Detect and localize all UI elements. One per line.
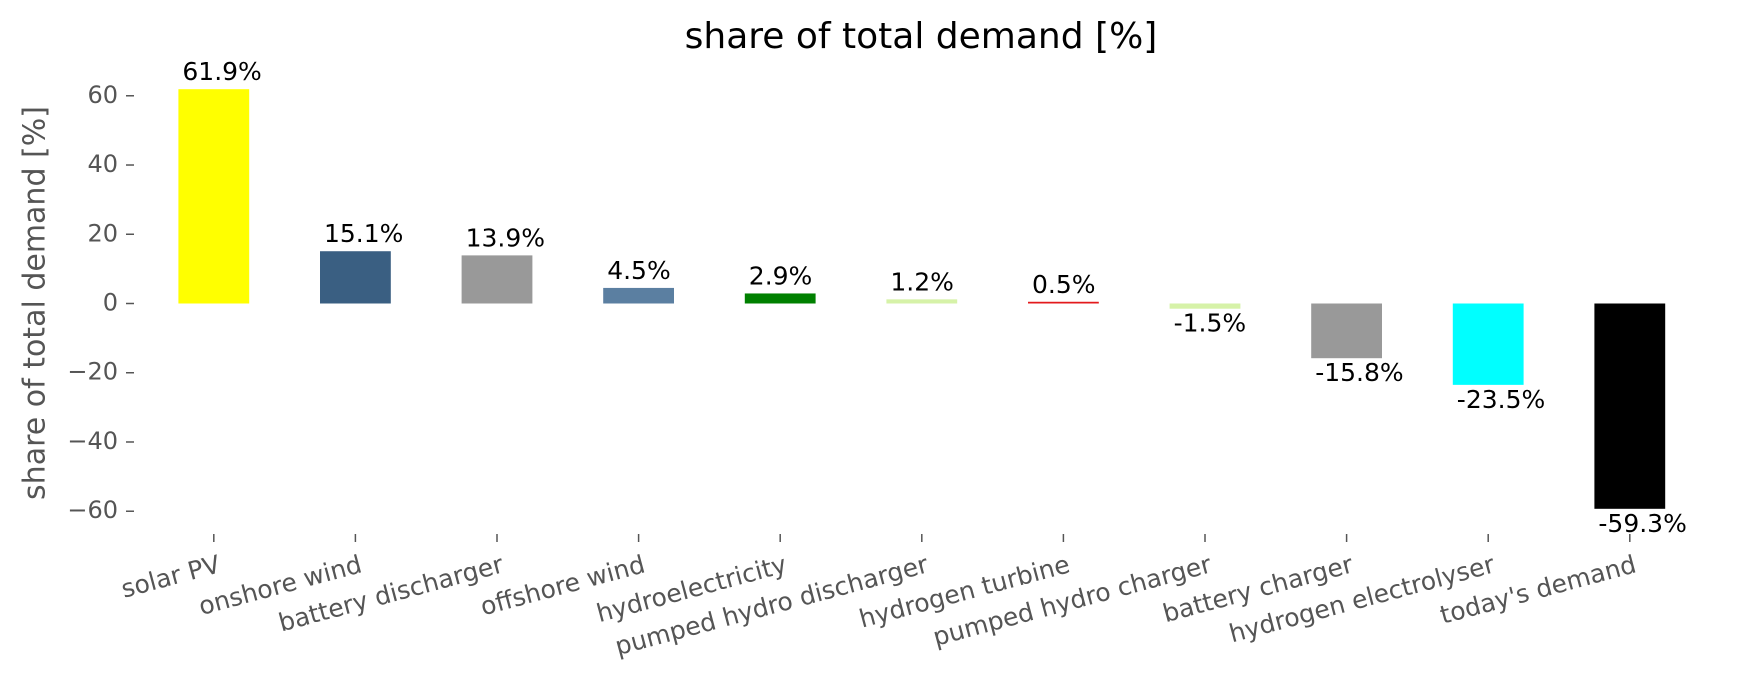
bar <box>1594 303 1666 509</box>
bar <box>744 293 816 304</box>
y-tick-label: 20 <box>87 219 118 247</box>
y-tick-label: −60 <box>67 496 118 524</box>
bar <box>320 251 391 304</box>
bar <box>603 287 674 304</box>
data-label: -59.3% <box>1598 509 1686 538</box>
data-label: 0.5% <box>1032 270 1096 299</box>
bar <box>1311 303 1382 359</box>
y-axis-label: share of total demand [%] <box>18 106 53 500</box>
data-label: 1.2% <box>890 267 954 296</box>
data-label: -23.5% <box>1457 385 1545 414</box>
chart-title: share of total demand [%] <box>685 16 1158 57</box>
bar <box>1169 303 1241 309</box>
bar <box>178 89 250 304</box>
data-label: 4.5% <box>607 256 671 285</box>
data-label: -1.5% <box>1174 309 1247 338</box>
data-label: 61.9% <box>182 57 261 86</box>
bar <box>461 255 533 304</box>
y-tick-label: −40 <box>67 427 118 455</box>
bar <box>1028 301 1099 304</box>
data-label: 13.9% <box>466 223 545 252</box>
y-tick-label: 0 <box>103 289 118 317</box>
data-label: 2.9% <box>749 261 813 290</box>
y-tick-label: 40 <box>87 150 118 178</box>
y-tick-label: 60 <box>87 81 118 109</box>
data-label: 15.1% <box>324 219 403 248</box>
y-tick-label: −20 <box>67 358 118 386</box>
bar <box>1452 303 1524 385</box>
data-label: -15.8% <box>1315 358 1403 387</box>
bar <box>886 299 958 304</box>
